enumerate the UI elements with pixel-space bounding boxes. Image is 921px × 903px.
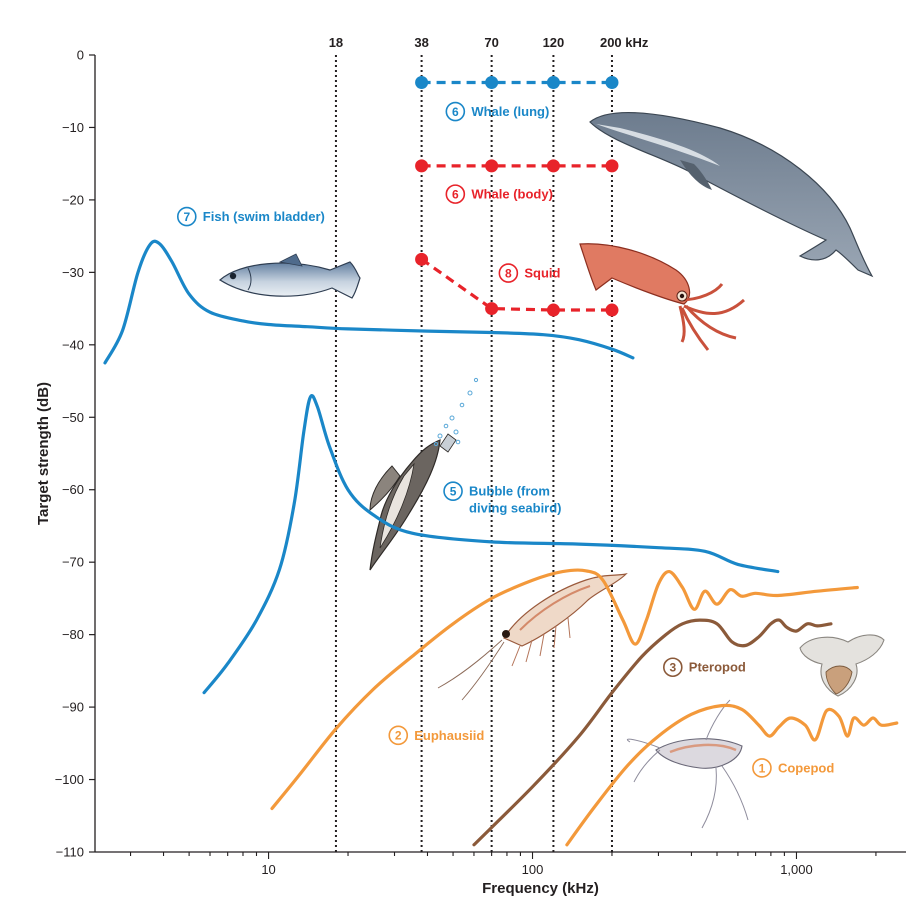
series-line-bubble-from-diving-seabird xyxy=(202,393,780,695)
series-number: 7 xyxy=(183,210,190,224)
echosounder-label-200: 200 kHz xyxy=(600,35,649,50)
copepod-illustration xyxy=(627,699,749,829)
y-tick-label: −90 xyxy=(62,700,84,715)
y-tick-label: −30 xyxy=(62,265,84,280)
fish-illustration xyxy=(219,253,361,299)
y-axis-title: Target strength (dB) xyxy=(35,382,52,525)
y-tick-label: −70 xyxy=(62,555,84,570)
series-number-badge xyxy=(445,184,466,204)
x-axis-title: Frequency (kHz) xyxy=(482,880,599,897)
y-tick-label: −60 xyxy=(62,482,84,497)
pteropod-illustration xyxy=(799,634,885,697)
series-label-fish-swim-bladder: 7 Fish (swim bladder) xyxy=(176,206,325,227)
y-tick-label: −110 xyxy=(56,845,84,860)
series-label-pteropod: 3 Pteropod xyxy=(663,657,746,678)
series-label-text: Whale (lung) xyxy=(471,104,549,119)
whale-illustration xyxy=(589,111,874,278)
x-tick-label: 10 xyxy=(261,862,275,877)
series-label-text: Squid xyxy=(524,266,560,281)
series-label-bubble-from-diving-seabird: 5 Bubble (from diving seabird) xyxy=(443,481,562,516)
series-number-badge xyxy=(445,101,466,122)
data-series xyxy=(103,76,899,847)
series-point-whale-body xyxy=(415,159,429,173)
series-label-whale-lung: 6 Whale (lung) xyxy=(445,101,549,122)
x-tick-label: 1,000 xyxy=(780,862,813,877)
series-number-badge xyxy=(443,481,463,501)
x-tick-label: 100 xyxy=(522,862,544,877)
y-tick-label: −50 xyxy=(62,410,84,425)
series-point-whale-body xyxy=(485,159,499,173)
series-label-text: Fish (swim bladder) xyxy=(203,209,325,224)
axes: 0 −10 −20 −30 −40 −50 −60 −70 −80 −90 −100 −110 10 10… xyxy=(35,48,906,897)
series-label-euphausiid: 2 Euphausiid xyxy=(388,725,484,746)
series-line-pteropod xyxy=(472,618,833,847)
series-label-copepod: 1 Copepod xyxy=(752,758,834,778)
series-point-whale-body xyxy=(605,159,619,173)
series-number: 5 xyxy=(450,484,457,498)
series-label-text: Euphausiid xyxy=(414,728,484,743)
y-tick-label: −40 xyxy=(62,337,84,352)
series-number: 1 xyxy=(759,761,766,775)
y-tick-label: −10 xyxy=(62,120,84,135)
organism-illustrations xyxy=(219,111,885,829)
echosounder-lines: 18 38 70 120 200 kHz xyxy=(329,35,649,852)
seabird-illustration xyxy=(369,433,457,571)
euphausiid-illustration xyxy=(437,573,628,701)
series-point-whale-lung xyxy=(546,76,560,90)
series-label-text: Copepod xyxy=(778,760,834,775)
y-tick-label: −80 xyxy=(62,627,84,642)
series-number: 2 xyxy=(395,729,402,743)
series-line-fish-swim-bladder xyxy=(103,239,635,365)
series-number: 3 xyxy=(669,661,676,675)
series-point-squid xyxy=(605,303,619,317)
series-labels: 7 Fish (swim bladder) 5 Bubble (from diving … xyxy=(176,101,834,778)
series-label-whale-body: 6 Whale (body) xyxy=(445,184,553,204)
series-line-copepod xyxy=(565,703,899,847)
series-number-badge xyxy=(498,263,519,283)
series-number-badge xyxy=(176,206,197,227)
y-tick-label: −100 xyxy=(55,772,84,787)
series-point-squid xyxy=(415,252,429,266)
y-tick-label: −20 xyxy=(62,192,84,207)
echosounder-label-18: 18 xyxy=(329,35,343,50)
series-number: 8 xyxy=(505,266,512,280)
series-number-badge xyxy=(752,758,772,778)
series-point-whale-body xyxy=(546,159,560,173)
y-tick-label: 0 xyxy=(77,48,84,63)
series-number-badge xyxy=(663,657,683,678)
series-point-squid xyxy=(546,303,560,317)
series-number: 6 xyxy=(452,187,459,201)
series-label-text: diving seabird) xyxy=(469,501,561,516)
series-label-text: Pteropod xyxy=(689,660,746,675)
echosounder-label-120: 120 xyxy=(543,35,565,50)
series-point-squid xyxy=(485,302,499,316)
series-number: 6 xyxy=(452,105,459,119)
echosounder-label-70: 70 xyxy=(484,35,498,50)
squid-illustration xyxy=(579,243,746,351)
series-point-whale-lung xyxy=(415,76,429,90)
series-label-squid: 8 Squid xyxy=(498,263,561,283)
series-label-text: Whale (body) xyxy=(471,187,553,202)
series-label-text: Bubble (from xyxy=(469,484,550,499)
series-line-squid xyxy=(420,257,612,312)
echosounder-label-38: 38 xyxy=(414,35,428,50)
series-line-euphausiid xyxy=(270,568,859,811)
series-number-badge xyxy=(388,725,409,746)
bubbles xyxy=(433,377,479,447)
series-point-whale-lung xyxy=(485,76,499,90)
series-point-whale-lung xyxy=(605,76,619,90)
